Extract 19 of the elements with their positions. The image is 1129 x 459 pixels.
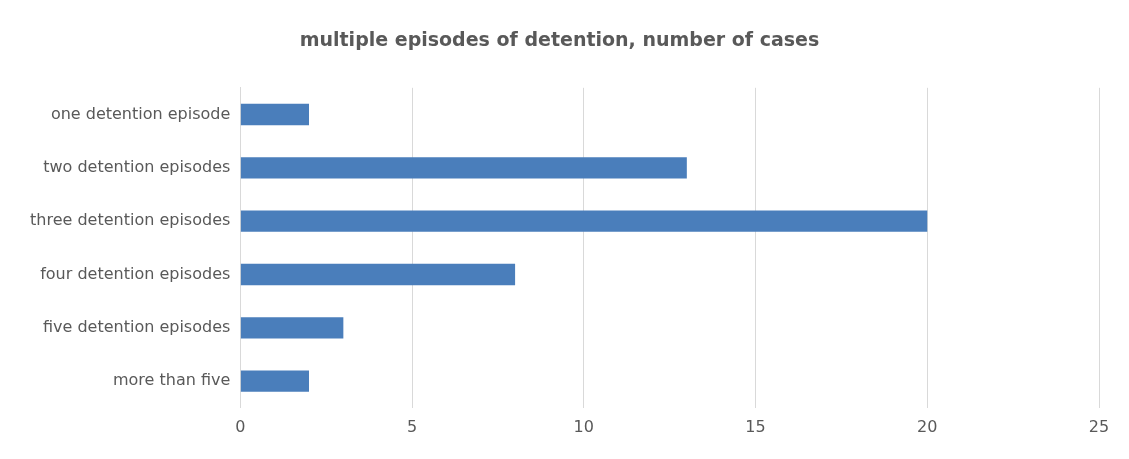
- y-tick-label: four detention episodes: [40, 263, 231, 283]
- bar: [240, 263, 516, 286]
- bar: [240, 317, 344, 339]
- bar: [240, 210, 928, 232]
- x-tick-label: 15: [745, 416, 766, 436]
- x-tick-label: 20: [917, 416, 938, 436]
- y-tick-label: three detention episodes: [30, 210, 231, 230]
- y-tick-label: more than five: [112, 370, 231, 390]
- y-tick-label: two detention episodes: [43, 156, 231, 176]
- y-tick-label: five detention episodes: [42, 316, 231, 336]
- x-tick-label: 25: [1088, 416, 1110, 436]
- bar: [240, 103, 310, 126]
- x-tick-label: 0: [235, 416, 246, 436]
- x-tick-label: 5: [406, 416, 418, 436]
- x-tick-label: 10: [573, 416, 594, 436]
- y-tick-label: one detention episode: [50, 103, 231, 123]
- bar: [240, 370, 310, 392]
- bar: [240, 157, 687, 179]
- chart-title: multiple episodes of detention, number of cases: [299, 28, 820, 51]
